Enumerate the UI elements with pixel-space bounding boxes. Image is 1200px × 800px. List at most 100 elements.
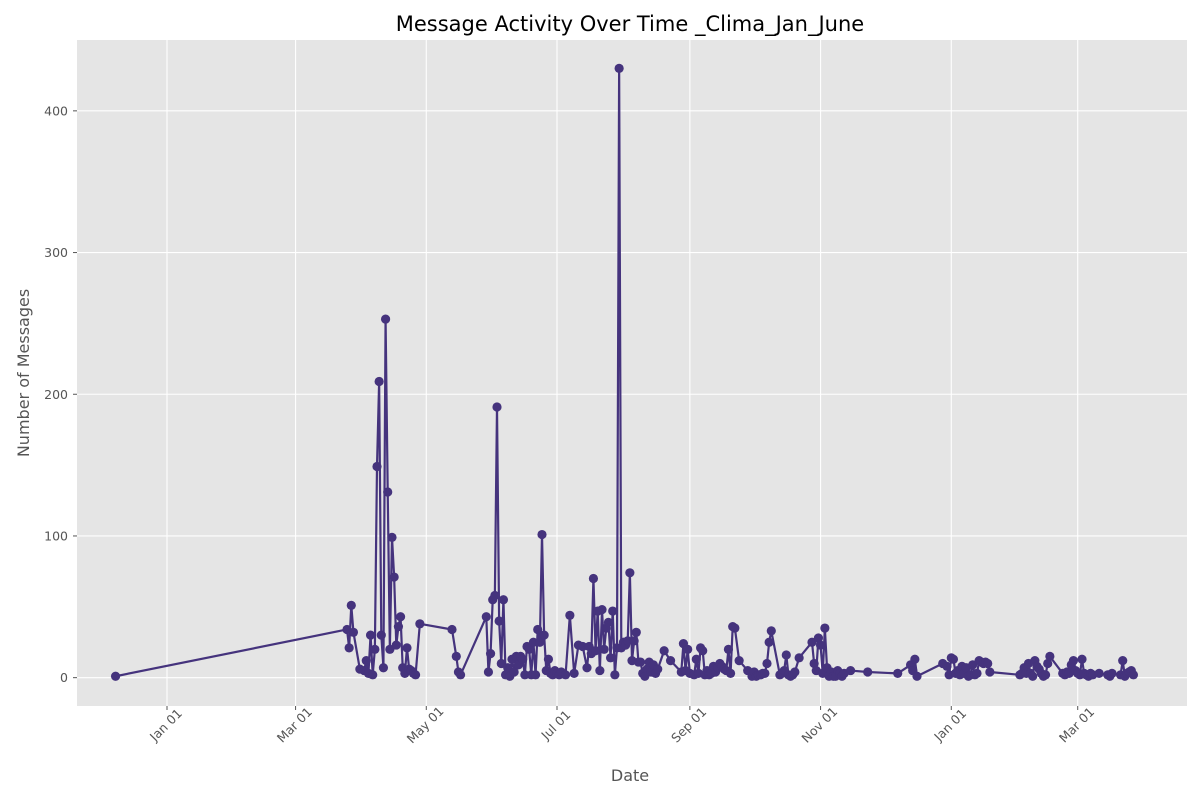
data-point xyxy=(635,657,646,667)
data-point xyxy=(912,671,922,681)
data-point xyxy=(378,663,389,673)
y-tick-label: 0 xyxy=(60,670,68,685)
data-point xyxy=(629,636,639,646)
data-point xyxy=(683,644,693,654)
data-point xyxy=(948,654,959,664)
data-point xyxy=(533,624,543,635)
data-point xyxy=(578,641,588,652)
data-point xyxy=(455,670,466,680)
data-point xyxy=(1068,656,1079,666)
data-point xyxy=(535,637,545,647)
x-tick-label: Mar 01 xyxy=(274,704,315,745)
y-axis-label: Number of Messages xyxy=(14,289,33,457)
data-point xyxy=(910,654,920,664)
data-point xyxy=(376,630,386,640)
data-point xyxy=(370,644,380,654)
data-point xyxy=(595,665,605,676)
data-point xyxy=(344,643,354,653)
data-point xyxy=(730,623,740,633)
data-point xyxy=(582,663,592,673)
data-point xyxy=(543,654,554,664)
y-axis-ticks: 0 100 200 300 400 xyxy=(44,103,77,685)
data-point xyxy=(348,627,359,637)
data-point xyxy=(625,568,635,578)
data-point xyxy=(402,643,412,653)
data-point xyxy=(608,606,618,616)
data-point xyxy=(723,644,734,654)
data-point xyxy=(485,648,496,659)
data-point xyxy=(781,650,791,660)
data-point xyxy=(631,627,641,637)
data-point xyxy=(361,656,371,666)
x-tick-label: Sep 01 xyxy=(668,704,709,745)
y-tick-label: 100 xyxy=(44,528,68,543)
data-point xyxy=(569,668,579,679)
data-point xyxy=(530,670,541,680)
data-point xyxy=(1128,670,1139,680)
data-point xyxy=(942,661,952,671)
data-point xyxy=(725,668,736,679)
data-point xyxy=(498,595,509,605)
x-tick-label: Mar 01 xyxy=(1056,704,1097,745)
data-point xyxy=(1045,651,1055,662)
data-point xyxy=(393,622,404,632)
data-point xyxy=(659,646,669,656)
data-point xyxy=(518,654,528,664)
data-point xyxy=(560,670,571,680)
data-point xyxy=(383,487,393,497)
chart-title: Message Activity Over Time _Clima_Jan_Ju… xyxy=(396,12,864,37)
data-point xyxy=(539,630,549,640)
data-point xyxy=(492,402,502,412)
data-point xyxy=(653,664,663,674)
data-point xyxy=(365,630,376,640)
data-point xyxy=(1118,656,1128,666)
data-point xyxy=(599,644,609,654)
data-point xyxy=(588,573,599,584)
data-point xyxy=(395,612,406,622)
data-point xyxy=(698,646,708,656)
data-point xyxy=(110,671,121,681)
data-point xyxy=(391,640,401,650)
data-point xyxy=(1077,654,1087,664)
plot-background xyxy=(77,40,1187,706)
data-point xyxy=(415,619,425,629)
data-point xyxy=(509,667,519,677)
data-point xyxy=(372,461,382,472)
data-point xyxy=(762,658,772,669)
y-tick-label: 200 xyxy=(44,387,68,402)
data-point xyxy=(610,670,620,680)
x-tick-label: Jan 01 xyxy=(930,706,969,745)
y-tick-label: 400 xyxy=(44,103,68,118)
data-points xyxy=(110,63,1139,681)
data-point xyxy=(380,314,391,324)
data-point xyxy=(691,654,701,664)
data-point xyxy=(1028,671,1038,681)
data-point xyxy=(790,667,800,677)
data-point xyxy=(494,616,504,626)
data-point xyxy=(972,668,982,679)
data-point xyxy=(863,667,873,677)
x-tick-label: Jan 01 xyxy=(146,706,185,745)
data-point xyxy=(985,667,995,677)
x-tick-label: Nov 01 xyxy=(798,704,840,746)
data-point xyxy=(1107,668,1117,679)
data-point xyxy=(983,658,993,669)
data-point xyxy=(766,626,776,636)
data-point xyxy=(524,644,534,654)
grid xyxy=(77,40,1187,706)
data-point xyxy=(815,640,826,650)
data-point xyxy=(447,624,457,635)
data-point xyxy=(528,637,539,647)
x-tick-label: Jul 01 xyxy=(537,707,573,743)
data-point xyxy=(764,637,774,647)
data-point xyxy=(893,668,903,679)
data-point xyxy=(734,656,744,666)
y-tick-label: 300 xyxy=(44,245,68,260)
data-point xyxy=(451,651,461,662)
data-point xyxy=(809,658,819,669)
data-point xyxy=(374,376,384,387)
data-point xyxy=(490,590,500,601)
data-point xyxy=(665,656,676,666)
data-point xyxy=(1094,668,1104,679)
